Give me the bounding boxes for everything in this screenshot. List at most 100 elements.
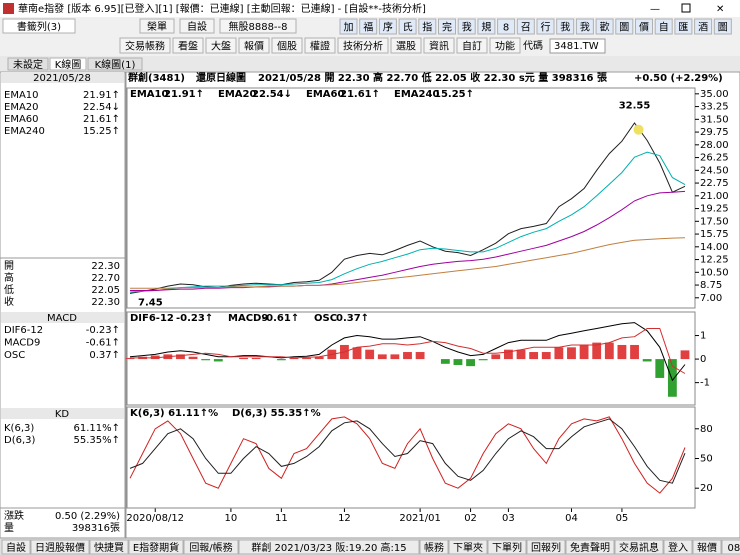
status-item[interactable] xyxy=(238,539,420,555)
status-item[interactable] xyxy=(1,539,31,555)
status-item[interactable] xyxy=(487,539,527,555)
quick-button[interactable] xyxy=(516,18,535,35)
status-item[interactable] xyxy=(663,539,693,555)
quick-button[interactable] xyxy=(477,18,496,35)
status-item[interactable] xyxy=(614,539,664,555)
status-item-label[interactable]: 報價 xyxy=(697,541,717,554)
quick-button-label[interactable]: 召 xyxy=(521,23,531,34)
quick-link[interactable] xyxy=(219,18,297,34)
quick-button[interactable] xyxy=(438,18,456,35)
quick-button-label[interactable]: 指 xyxy=(422,21,432,34)
menu-item[interactable] xyxy=(304,37,336,54)
quick-button[interactable] xyxy=(635,18,653,35)
quick-button[interactable] xyxy=(694,18,713,35)
quick-button-label[interactable]: 氏 xyxy=(403,22,413,34)
code-value[interactable]: 3481.TW xyxy=(554,41,599,52)
quick-button-label[interactable]: 圖 xyxy=(619,22,629,34)
status-item-label[interactable]: 下單夾 xyxy=(453,542,483,554)
quick-link[interactable] xyxy=(139,18,175,34)
quick-button-label[interactable]: 福 xyxy=(363,21,373,34)
quick-button-label[interactable]: 8 xyxy=(503,23,509,34)
quick-button[interactable] xyxy=(339,18,358,35)
status-item[interactable] xyxy=(721,539,740,555)
menu-item[interactable] xyxy=(489,37,521,54)
status-item[interactable] xyxy=(128,539,184,555)
menu-item-label[interactable]: 權證 xyxy=(310,40,330,53)
quick-button[interactable] xyxy=(674,18,693,35)
status-item[interactable] xyxy=(565,539,615,555)
chart-tab-label[interactable]: K線圖 xyxy=(55,58,82,71)
menu-item[interactable] xyxy=(172,37,204,54)
status-item-label[interactable]: 回報列 xyxy=(531,541,561,554)
quick-button[interactable] xyxy=(615,18,634,35)
menu-item[interactable] xyxy=(337,37,389,54)
quick-button[interactable] xyxy=(457,18,476,35)
quick-button-label[interactable]: 加 xyxy=(344,22,354,34)
menu-item-label[interactable]: 選股 xyxy=(396,40,416,53)
maximize-button[interactable] xyxy=(681,3,691,13)
bookmark-dropdown-label[interactable]: 書籤列(3) xyxy=(17,20,61,33)
bookmark-dropdown[interactable] xyxy=(2,18,76,34)
quick-button[interactable] xyxy=(654,18,673,35)
status-item[interactable] xyxy=(692,539,722,555)
status-item[interactable] xyxy=(183,539,239,555)
menu-item-label[interactable]: 報價 xyxy=(244,40,264,53)
menu-item-label[interactable]: 大盤 xyxy=(211,40,231,53)
menu-item[interactable] xyxy=(205,37,237,54)
quick-button[interactable] xyxy=(556,18,575,35)
quick-button-label[interactable]: 我 xyxy=(560,22,570,34)
chart-tab[interactable] xyxy=(87,57,143,71)
quick-button-label[interactable]: 價 xyxy=(639,21,649,34)
quick-link-label[interactable]: 無股8888--8 xyxy=(228,20,287,33)
status-item-label[interactable]: 帳務 xyxy=(424,541,444,554)
quick-button-label[interactable]: 序 xyxy=(383,21,393,34)
quick-button-label[interactable]: 自 xyxy=(659,21,669,34)
quick-button[interactable] xyxy=(595,18,614,35)
quick-button-label[interactable]: 我 xyxy=(462,22,472,34)
chart-tab[interactable] xyxy=(49,57,87,71)
status-item[interactable] xyxy=(448,539,488,555)
quick-button-label[interactable]: 我 xyxy=(580,22,590,34)
minimize-button[interactable]: — xyxy=(650,4,660,15)
status-item-label[interactable]: 自設 xyxy=(6,541,26,554)
quick-button[interactable] xyxy=(497,18,516,35)
quick-button-label[interactable]: 匯 xyxy=(678,22,688,34)
quick-link[interactable] xyxy=(179,18,215,34)
chart-tab-label[interactable]: 未設定 xyxy=(13,58,43,71)
quick-button[interactable] xyxy=(378,18,397,35)
menu-item-label[interactable]: 自訂 xyxy=(462,40,482,53)
status-item-label[interactable]: 交易訊息 xyxy=(619,541,659,554)
quick-button[interactable] xyxy=(398,18,417,35)
status-item-label[interactable]: 快捷買 xyxy=(94,541,124,554)
status-item-label[interactable]: 群創 2021/03/23 阪:19.20 高:15 xyxy=(251,541,406,554)
quick-button-label[interactable]: 圖 xyxy=(718,22,728,34)
menu-item[interactable] xyxy=(390,37,422,54)
quick-button-label[interactable]: 酒 xyxy=(698,22,708,34)
menu-item-label[interactable]: 看盤 xyxy=(178,40,198,53)
chart-tab[interactable] xyxy=(7,57,49,71)
quick-link-label[interactable]: 自設 xyxy=(187,20,207,33)
quick-link-label[interactable]: 榮單 xyxy=(147,20,167,33)
status-item-label[interactable]: 回報/帳務 xyxy=(189,541,232,554)
menu-item[interactable] xyxy=(271,37,303,54)
status-item[interactable] xyxy=(30,539,90,555)
quick-button[interactable] xyxy=(536,18,555,35)
close-button[interactable]: ✕ xyxy=(716,4,724,15)
menu-item[interactable] xyxy=(238,37,270,54)
status-item-label[interactable]: 免責聲明 xyxy=(570,541,610,554)
status-item-label[interactable]: 登入 xyxy=(668,541,688,554)
menu-item-label[interactable]: 交易帳務 xyxy=(125,40,165,53)
status-item-label[interactable]: 日週股報價 xyxy=(35,541,85,554)
status-item-label[interactable]: E指發期貨 xyxy=(133,541,179,554)
quick-button[interactable] xyxy=(713,18,732,35)
code-input[interactable] xyxy=(549,38,606,54)
status-item[interactable] xyxy=(526,539,566,555)
chart-tab-label[interactable]: K線圖(1) xyxy=(95,58,136,71)
menu-item-label[interactable]: 資訊 xyxy=(429,40,449,53)
status-item[interactable] xyxy=(419,539,449,555)
menu-item[interactable] xyxy=(456,37,488,54)
menu-item-label[interactable]: 個股 xyxy=(277,40,297,53)
status-item[interactable] xyxy=(89,539,129,555)
quick-button[interactable] xyxy=(359,18,378,35)
menu-item[interactable] xyxy=(119,37,171,54)
